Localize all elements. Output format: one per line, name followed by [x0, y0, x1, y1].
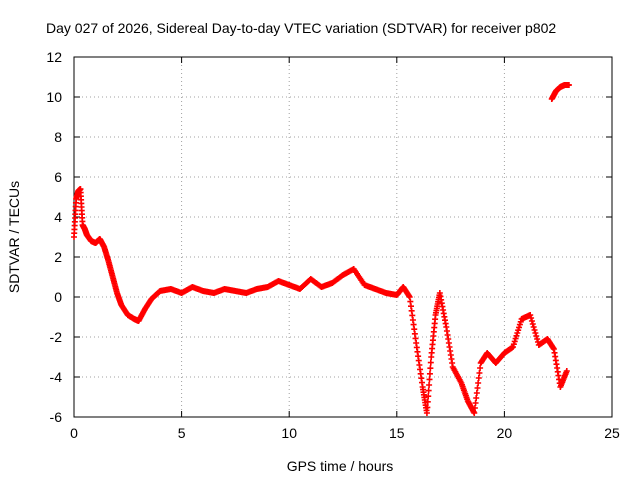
x-axis-label: GPS time / hours	[287, 458, 394, 474]
data-point-interp	[515, 327, 522, 334]
y-tick-label: 12	[46, 49, 62, 65]
data-point-interp	[531, 327, 538, 333]
x-tick-label: 0	[70, 425, 78, 441]
x-tick-label: 20	[497, 425, 513, 441]
y-tick-label: -4	[50, 369, 63, 385]
x-tick-label: 10	[281, 425, 297, 441]
data-point-interp	[425, 387, 432, 394]
data-point-interp	[427, 359, 434, 366]
data-point-interp	[425, 393, 432, 400]
y-tick-label: 10	[46, 89, 62, 105]
y-tick-label: 0	[54, 289, 62, 305]
data-point	[423, 410, 430, 416]
x-tick-label: 5	[178, 425, 186, 441]
data-point	[563, 368, 570, 374]
data-point-interp	[534, 336, 541, 342]
data-point-interp	[424, 404, 431, 411]
data-point-interp	[424, 398, 431, 405]
data-point-interp	[533, 333, 540, 339]
plot-frame	[73, 56, 613, 418]
data-point-interp	[512, 335, 519, 342]
data-point-interp	[427, 365, 434, 372]
data-point-interp	[532, 330, 539, 336]
data-point	[527, 312, 534, 318]
x-tick-label: 25	[604, 425, 620, 441]
y-tick-label: 2	[54, 249, 62, 265]
data-point-interp	[516, 321, 523, 328]
x-tick-labels: 0 5 10 15 20 25	[70, 425, 620, 441]
axis-ticks	[73, 56, 613, 418]
y-tick-label: 6	[54, 169, 62, 185]
data-point-interp	[528, 315, 535, 321]
y-tick-label: 8	[54, 129, 62, 145]
x-tick-label: 15	[389, 425, 405, 441]
y-tick-label: -2	[50, 329, 63, 345]
y-axis-label: SDTVAR / TECUs	[6, 181, 22, 293]
y-tick-label: 4	[54, 209, 62, 225]
data-point-interp	[528, 318, 535, 324]
chart-title: Day 027 of 2026, Sidereal Day-to-day VTE…	[46, 20, 556, 36]
data-point-interp	[426, 376, 433, 383]
data-point-interp	[529, 321, 536, 327]
data-point-interp	[530, 324, 537, 330]
grid	[73, 56, 613, 418]
data-point	[565, 82, 572, 88]
data-points	[71, 82, 572, 416]
data-point-interp	[510, 341, 517, 348]
data-point-interp	[426, 382, 433, 388]
data-point-interp	[426, 370, 433, 377]
y-tick-labels: -6 -4 -2 0 2 4 6 8 10 12	[46, 49, 62, 425]
y-tick-label: -6	[50, 409, 63, 425]
